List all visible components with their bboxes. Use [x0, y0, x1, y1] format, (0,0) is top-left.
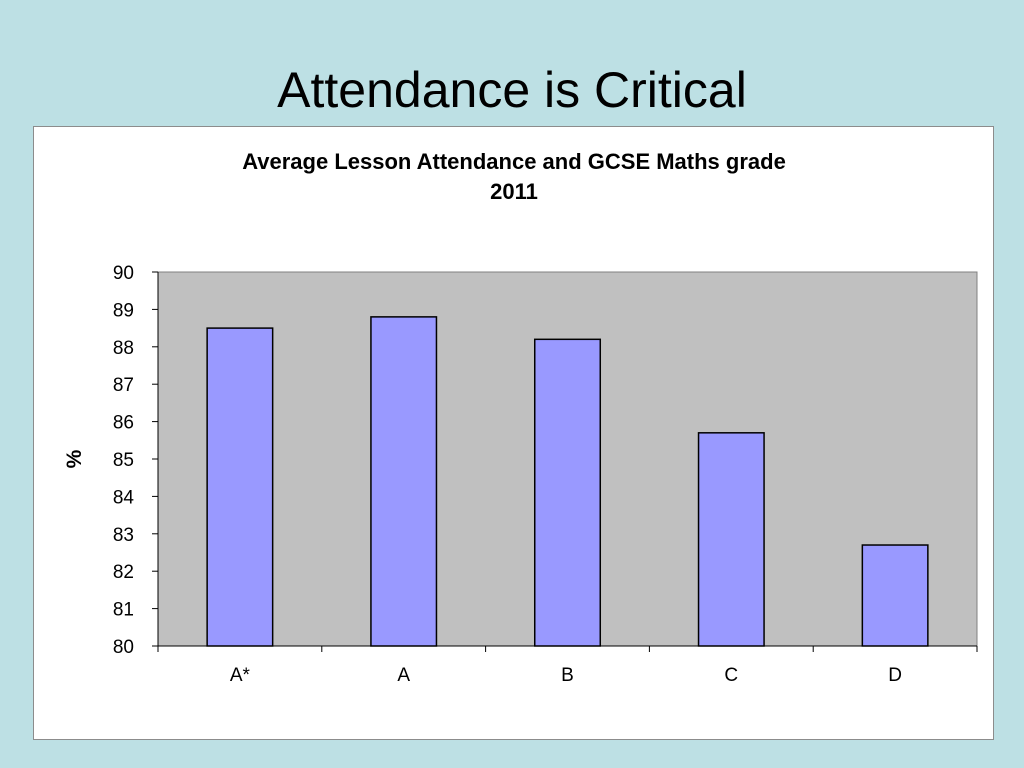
bar-a [370, 316, 438, 647]
x-tick-label: A [397, 665, 410, 686]
y-tick-label: 81 [113, 600, 134, 621]
y-tick-label: 84 [113, 487, 135, 508]
y-tick-label: 88 [113, 338, 134, 359]
y-tick-label: 80 [113, 637, 134, 658]
y-tick-label: 90 [113, 263, 134, 284]
x-tick-label: C [724, 665, 738, 686]
slide-title: Attendance is Critical [277, 62, 747, 118]
y-tick-label: 83 [113, 525, 134, 546]
bar-chart: 80 81 82 83 84 85 86 87 88 89 90% A* A B C D [63, 263, 978, 686]
y-tick-label: 86 [113, 413, 134, 434]
y-tick-label: 82 [113, 562, 134, 583]
y-tick-label: 87 [113, 375, 134, 396]
x-tick-label: D [888, 665, 902, 686]
chart-title: Average Lesson Attendance and GCSE Maths… [34, 147, 994, 207]
y-tick-label: 85 [113, 450, 134, 471]
x-tick-label: A* [230, 665, 251, 686]
y-axis-title: % [63, 449, 86, 468]
x-tick-label: B [561, 665, 574, 686]
bar-c [697, 432, 765, 647]
y-tick-label: 89 [113, 300, 134, 321]
chart-frame: Average Lesson Attendance and GCSE Maths… [33, 126, 994, 740]
bar-b [533, 338, 602, 647]
bar-d [861, 544, 929, 647]
bar-a-star [206, 327, 274, 647]
chart-title-line-2: 2011 [490, 179, 538, 204]
chart-title-line-1: Average Lesson Attendance and GCSE Maths… [242, 149, 786, 174]
